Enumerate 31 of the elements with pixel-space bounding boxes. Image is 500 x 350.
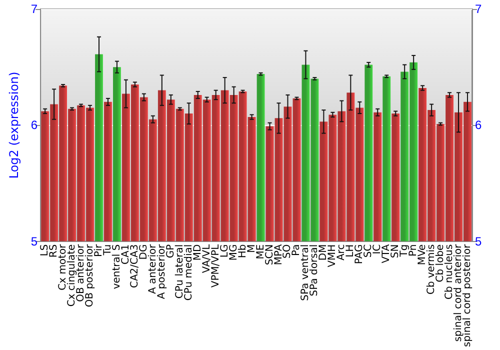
x-tick-label: A posterior [156, 243, 168, 300]
x-tick-label: Tg [399, 244, 410, 258]
x-tick-label: M [246, 244, 258, 253]
y-tick-label: 5 [30, 234, 38, 248]
x-tick-label: LG [219, 244, 230, 258]
x-tick-label: Cb lobe [435, 244, 446, 282]
x-tick-label: OB posterior [84, 243, 96, 308]
x-tick-label: MVe [417, 244, 428, 266]
y2-tick-label: 6 [475, 118, 482, 132]
y-axis-title: Log2 (expression) [7, 72, 21, 179]
y-tick-label: 6 [30, 118, 38, 132]
x-tick-label: RS [48, 244, 60, 258]
x-tick-label: GP [165, 244, 176, 258]
y-tick-label: 7 [30, 2, 38, 16]
x-tick-label: Pir [93, 243, 104, 257]
x-tick-label: DG [138, 244, 150, 260]
x-tick-label: VA/VL [201, 244, 212, 274]
x-tick-label: SCN [264, 244, 276, 266]
x-tick-label: CPu medial [183, 244, 194, 301]
x-tick-label: ME [255, 244, 266, 260]
x-tick-label: Hb [237, 244, 248, 258]
x-tick-label: spinal cord posterior [462, 243, 474, 348]
x-tick-label: Tu [102, 244, 114, 256]
x-tick-label: CA1 [120, 244, 132, 264]
y2-tick-label: 7 [475, 2, 482, 16]
x-tick-label: ventral S [111, 244, 122, 290]
x-tick-label: VPM/VPL [210, 244, 222, 288]
x-tick-label: MD [192, 244, 204, 261]
y2-tick-label: 5 [475, 234, 482, 248]
x-tick-label: CA2/CA3 [129, 244, 140, 288]
x-tick-label: Pa [291, 244, 302, 256]
